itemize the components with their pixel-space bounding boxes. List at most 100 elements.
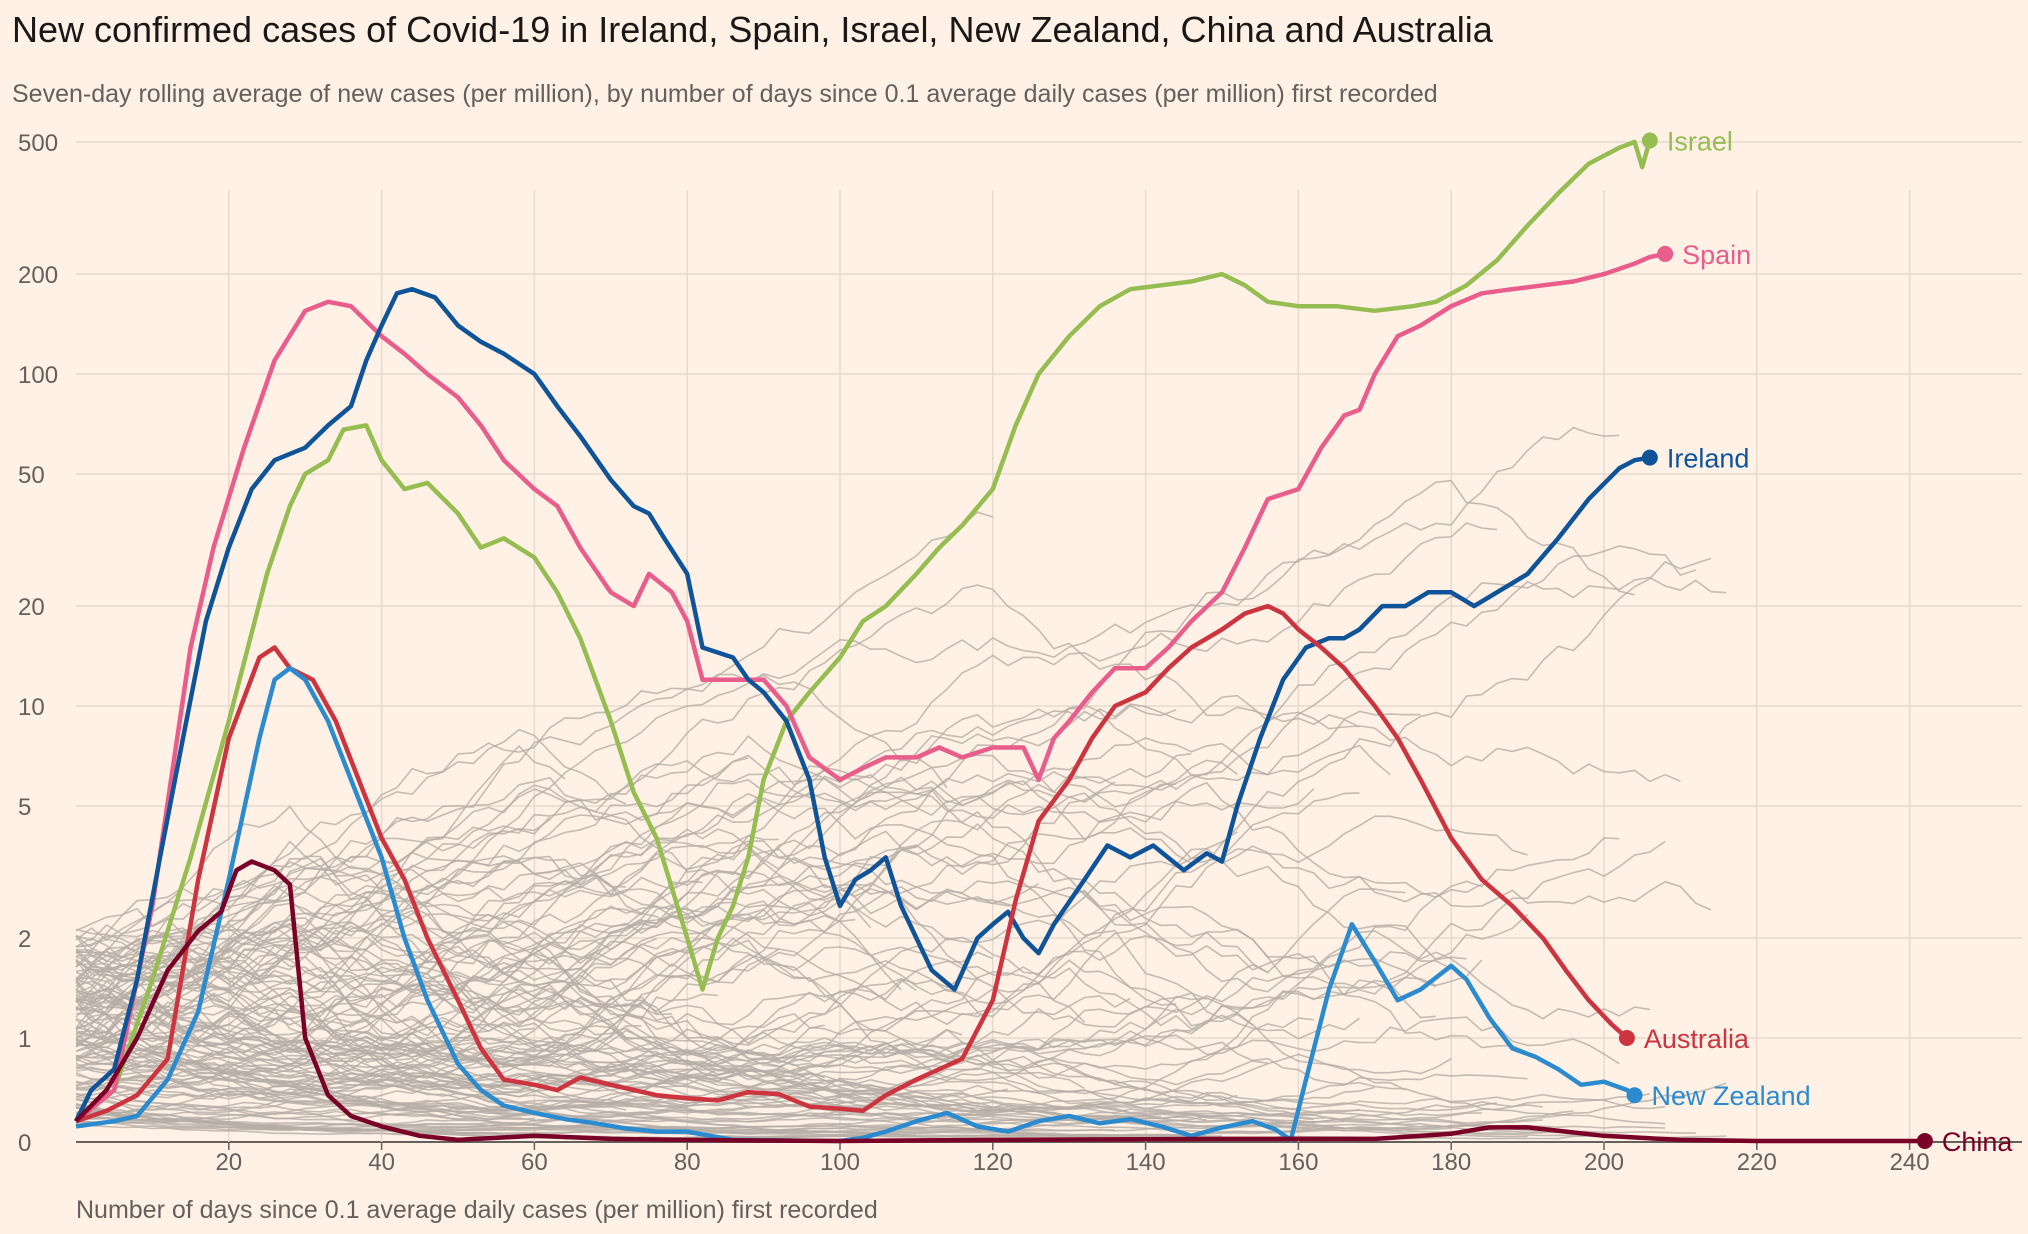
background-country-line: [75, 1085, 1498, 1126]
y-tick-label: 10: [18, 694, 45, 721]
axis-ticks: 0 1 2 5 10 20 50 100 200 500 20 40 60 80 100 120 140 160 1…: [18, 130, 1930, 1176]
y-tick-label: 20: [18, 594, 45, 621]
background-country-line: [75, 718, 1360, 1059]
chart-title: New confirmed cases of Covid-19 in Irela…: [12, 9, 1494, 50]
x-tick-label: 120: [973, 1149, 1013, 1176]
background-country-line: [75, 848, 1483, 1059]
background-country-line: [75, 1025, 642, 1069]
background-country-line: [75, 987, 566, 1074]
background-country-line: [75, 1014, 1360, 1098]
series-endpoint-australia: [1618, 1030, 1635, 1046]
series-label-china: China: [1942, 1127, 2014, 1157]
background-country-line: [75, 935, 1207, 1068]
x-tick-label: 20: [215, 1149, 242, 1176]
background-country-line: [76, 816, 551, 979]
background-country-line: [75, 907, 734, 1062]
series-label-spain: Spain: [1682, 240, 1751, 270]
y-tick-label: 5: [18, 794, 31, 821]
x-tick-label: 240: [1890, 1149, 1930, 1176]
x-tick-label: 40: [368, 1149, 395, 1176]
background-country-line: [75, 792, 1529, 1027]
series-label-australia: Australia: [1644, 1024, 1750, 1054]
background-country-line: [75, 882, 1040, 1066]
background-country-line: [75, 734, 1620, 964]
series-line-ireland: [73, 286, 1651, 1123]
series-endpoint-ireland: [1641, 449, 1658, 466]
series-line-new-zealand: [75, 665, 1636, 1144]
background-country-line: [75, 557, 1712, 1064]
background-country-line: [75, 947, 1650, 1117]
background-country-line: [75, 704, 1177, 1029]
series-endpoint-new-zealand: [1626, 1087, 1643, 1104]
background-country-line: [75, 1063, 1207, 1137]
background-country-line: [75, 1119, 1589, 1135]
series-label-israel: Israel: [1667, 127, 1733, 157]
background-country-line: [75, 831, 1238, 1060]
series-line-spain: [74, 251, 1666, 1123]
background-country-line: [75, 788, 1315, 1045]
background-country-line: [75, 862, 1528, 1054]
x-axis-label: Number of days since 0.1 average daily c…: [76, 1196, 878, 1224]
background-country-line: [75, 576, 1727, 1010]
x-tick-label: 220: [1737, 1149, 1777, 1176]
background-country-line: [76, 737, 1391, 1015]
series-line-australia: [75, 603, 1629, 1124]
background-country-lines: [75, 426, 1727, 1140]
background-country-line: [75, 929, 657, 1016]
background-country-line: [75, 985, 825, 1079]
background-country-line: [75, 479, 1635, 1026]
y-tick-label: 0: [18, 1130, 31, 1157]
background-country-line: [75, 971, 1086, 1067]
background-country-line: [75, 694, 1681, 991]
chart-subtitle: Seven-day rolling average of new cases (…: [12, 80, 1438, 108]
background-country-line: [75, 757, 749, 1049]
background-country-line: [75, 924, 1268, 1086]
background-country-line: [75, 951, 1452, 1084]
series-label-ireland: Ireland: [1667, 444, 1750, 474]
background-country-line: [75, 855, 1009, 1043]
background-country-line: [75, 810, 1650, 1077]
background-country-line: [75, 728, 627, 995]
series-endpoint-israel: [1641, 132, 1658, 149]
series-endpoint-spain: [1657, 245, 1674, 262]
x-tick-label: 60: [521, 1149, 548, 1176]
y-tick-label: 1: [18, 1026, 31, 1053]
series-line-israel: [74, 139, 1652, 1123]
x-tick-label: 100: [820, 1149, 860, 1176]
background-country-line: [75, 940, 1177, 1077]
y-tick-label: 50: [18, 462, 45, 489]
series-line-china: [74, 859, 1925, 1144]
background-country-line: [75, 937, 1254, 1086]
background-country-line: [75, 971, 1085, 1090]
background-country-line: [75, 938, 1727, 1129]
background-country-line: [75, 856, 841, 1008]
background-country-line: [75, 855, 627, 1036]
background-country-line: [75, 781, 1116, 1049]
background-country-line: [75, 865, 1437, 1038]
x-tick-label: 180: [1431, 1149, 1471, 1176]
background-country-line: [75, 522, 1498, 1001]
background-country-line: [75, 752, 1192, 1005]
background-country-line: [75, 1027, 535, 1095]
x-tick-label: 80: [674, 1149, 701, 1176]
grid-layer: [76, 141, 2022, 1150]
background-country-line: [75, 781, 1177, 1031]
background-country-line: [75, 1095, 841, 1133]
y-tick-label: 2: [18, 926, 31, 953]
y-tick-label: 500: [18, 130, 58, 157]
highlighted-series: Israel Spain Ireland Australia New Zealand Ch…: [73, 127, 2014, 1157]
series-endpoint-china: [1916, 1132, 1933, 1149]
background-country-line: [75, 1005, 719, 1110]
background-country-line: [75, 1022, 1314, 1121]
background-country-line: [75, 545, 1696, 996]
x-tick-label: 160: [1278, 1149, 1318, 1176]
x-tick-label: 140: [1126, 1149, 1166, 1176]
background-country-line: [75, 1053, 1238, 1117]
background-country-line: [75, 951, 994, 1083]
y-tick-label: 100: [18, 362, 58, 389]
x-tick-label: 200: [1584, 1149, 1624, 1176]
background-country-line: [75, 846, 917, 1066]
series-label-new-zealand: New Zealand: [1652, 1081, 1811, 1111]
